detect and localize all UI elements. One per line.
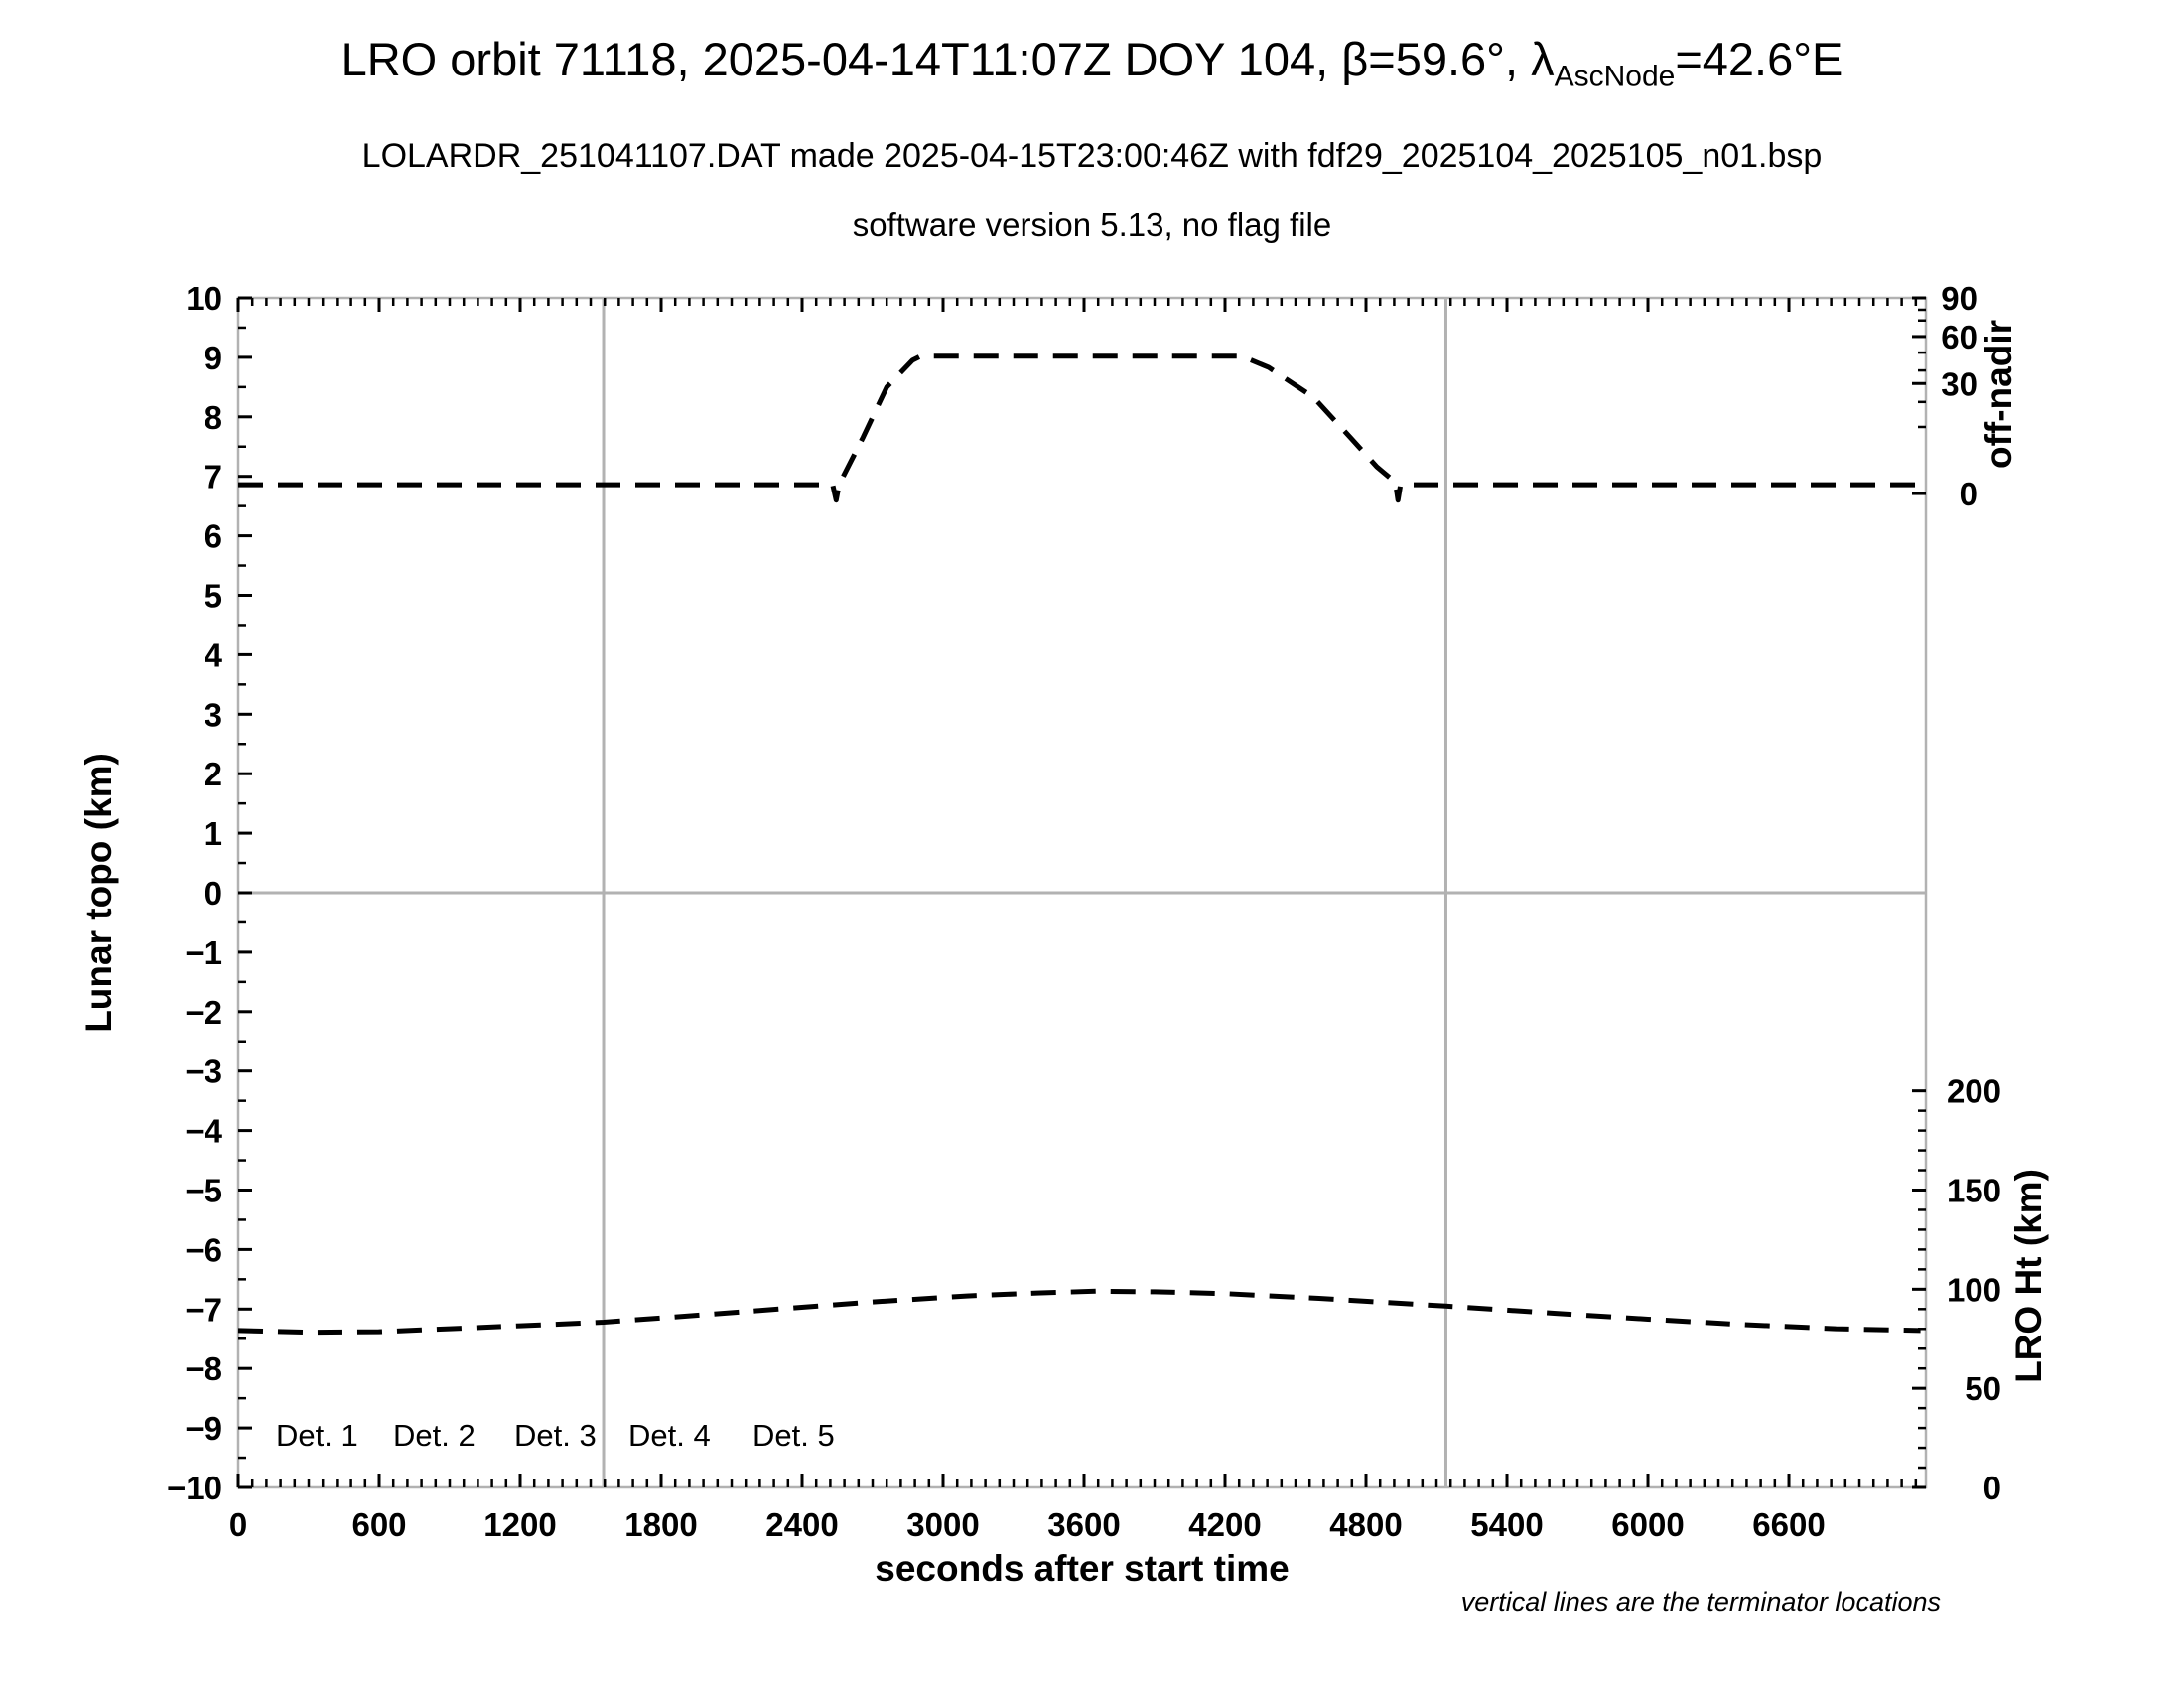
legend-item-4: Det. 4 xyxy=(628,1418,711,1453)
x-tick-label: 4800 xyxy=(1329,1506,1402,1543)
y-tick-label: 6 xyxy=(205,518,222,555)
y-tick-label: −10 xyxy=(167,1470,222,1506)
chart-title: LRO orbit 71118, 2025-04-14T11:07Z DOY 1… xyxy=(0,32,2184,93)
terminator-footnote: vertical lines are the terminator locati… xyxy=(1461,1587,1941,1617)
lro-ht-tick-label: 200 xyxy=(1947,1073,2001,1110)
chart-title-suffix: =42.6°E xyxy=(1675,33,1843,85)
y-tick-label: 8 xyxy=(205,399,222,436)
left-axis-title: Lunar topo (km) xyxy=(78,753,119,1033)
x-tick-label: 6600 xyxy=(1752,1506,1825,1543)
lro-ht-tick-label: 100 xyxy=(1947,1271,2001,1308)
lro-ht-tick-label: 50 xyxy=(1965,1370,2001,1407)
x-tick-label: 3600 xyxy=(1047,1506,1120,1543)
y-tick-label: 7 xyxy=(205,459,222,495)
series-off-nadir-angle xyxy=(238,353,1926,503)
x-tick-label: 2400 xyxy=(765,1506,838,1543)
y-tick-label: −2 xyxy=(185,994,222,1031)
y-tick-label: −9 xyxy=(185,1410,222,1447)
y-tick-label: 4 xyxy=(205,636,223,673)
x-axis-title: seconds after start time xyxy=(875,1548,1289,1589)
y-tick-label: 5 xyxy=(205,578,222,615)
legend-item-2: Det. 2 xyxy=(393,1418,476,1453)
x-tick-label: 1200 xyxy=(483,1506,556,1543)
legend-item-3: Det. 3 xyxy=(514,1418,597,1453)
chart-title-main: LRO orbit 71118, 2025-04-14T11:07Z DOY 1… xyxy=(341,33,1555,85)
lro-ht-tick-label: 0 xyxy=(1983,1470,2001,1506)
y-tick-label: 10 xyxy=(186,280,222,317)
lro-ht-axis-title: LRO Ht (km) xyxy=(2008,1169,2049,1383)
off-nadir-tick-label: 0 xyxy=(1960,476,1978,512)
y-tick-label: −8 xyxy=(185,1350,222,1387)
y-tick-label: −1 xyxy=(185,934,222,971)
series-lro-height xyxy=(237,1288,1921,1336)
x-tick-label: 600 xyxy=(351,1506,406,1543)
y-tick-label: 9 xyxy=(205,340,222,376)
plot-area: 0 600 1200 1800 2400 3000 3600 4200 4800 5400 6000… xyxy=(167,280,2001,1543)
y-tick-label: 3 xyxy=(205,696,222,733)
chart-subtitle: LOLARDR_251041107.DAT made 2025-04-15T23… xyxy=(361,137,1823,175)
x-tick-label: 4200 xyxy=(1188,1506,1261,1543)
y-tick-label: −3 xyxy=(185,1054,222,1090)
x-tick-label: 3000 xyxy=(906,1506,979,1543)
off-nadir-tick-label: 90 xyxy=(1941,280,1978,317)
y-tick-label: −4 xyxy=(185,1113,222,1150)
chart-subtitle-version: software version 5.13, no flag file xyxy=(852,207,1332,243)
y-tick-label: 2 xyxy=(205,756,222,792)
chart-title-subscript: AscNode xyxy=(1554,60,1676,93)
x-tick-label: 0 xyxy=(229,1506,247,1543)
off-nadir-tick-label: 60 xyxy=(1941,319,1978,355)
off-nadir-tick-label: 30 xyxy=(1941,365,1978,402)
lro-ht-tick-label: 150 xyxy=(1947,1173,2001,1209)
x-tick-label: 5400 xyxy=(1470,1506,1543,1543)
x-tick-label: 6000 xyxy=(1611,1506,1684,1543)
y-tick-label: −5 xyxy=(185,1173,222,1209)
y-tick-label: −6 xyxy=(185,1231,222,1268)
x-tick-label: 1800 xyxy=(624,1506,697,1543)
y-tick-label: −7 xyxy=(185,1291,222,1328)
y-tick-label: 1 xyxy=(205,815,222,852)
legend-item-1: Det. 1 xyxy=(276,1418,358,1453)
y-tick-label: 0 xyxy=(205,875,222,912)
off-nadir-axis-title: off-nadir xyxy=(1979,320,2019,469)
legend-item-5: Det. 5 xyxy=(752,1418,835,1453)
